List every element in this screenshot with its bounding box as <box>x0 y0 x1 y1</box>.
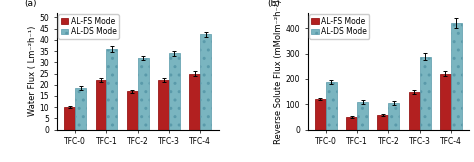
Text: (b): (b) <box>267 0 280 8</box>
Y-axis label: Reverse Solute Flux (mMolm⁻²h⁻¹): Reverse Solute Flux (mMolm⁻²h⁻¹) <box>273 0 283 144</box>
Bar <box>138 58 149 130</box>
Bar <box>315 99 326 130</box>
Bar <box>357 102 368 130</box>
Bar <box>419 57 431 130</box>
Bar <box>189 74 201 130</box>
Bar <box>169 53 180 130</box>
Text: (a): (a) <box>25 0 37 8</box>
Bar <box>451 23 462 130</box>
Bar <box>95 80 107 130</box>
Bar <box>440 74 451 130</box>
Bar <box>388 103 400 130</box>
Bar <box>64 107 75 130</box>
Bar <box>346 117 357 130</box>
Bar <box>326 82 337 130</box>
Legend: AL-FS Mode, AL-DS Mode: AL-FS Mode, AL-DS Mode <box>309 14 369 39</box>
Bar <box>107 49 118 130</box>
Y-axis label: Water Flux ( Lm⁻²h⁻¹): Water Flux ( Lm⁻²h⁻¹) <box>27 26 36 116</box>
Bar <box>127 92 138 130</box>
Bar <box>75 88 86 130</box>
Legend: AL-FS Mode, AL-DS Mode: AL-FS Mode, AL-DS Mode <box>58 14 119 39</box>
Bar <box>201 34 211 130</box>
Bar <box>377 115 388 130</box>
Bar <box>409 92 419 130</box>
Bar <box>158 80 169 130</box>
